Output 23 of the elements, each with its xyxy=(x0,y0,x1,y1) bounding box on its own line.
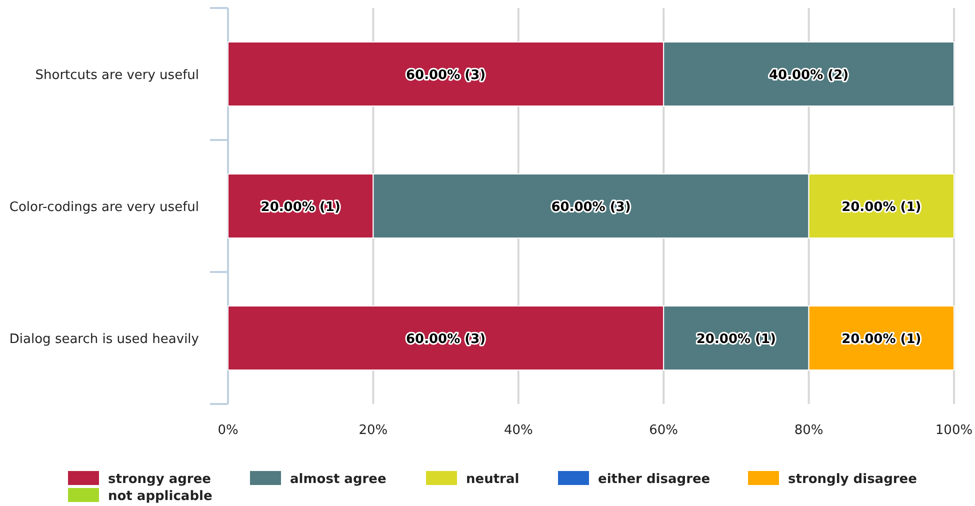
legend-label: not applicable xyxy=(108,489,212,504)
x-tick-label: 100% xyxy=(935,423,973,438)
data-label: 20.00% (1) xyxy=(260,200,340,215)
x-tick-label: 0% xyxy=(218,423,238,438)
x-tick-label: 80% xyxy=(794,423,824,438)
x-tick-label: 40% xyxy=(504,423,533,438)
legend-label: either disagree xyxy=(598,472,710,487)
data-label: 20.00% (1) xyxy=(842,332,922,347)
x-tick-label: 60% xyxy=(649,423,678,438)
data-label: 40.00% (2) xyxy=(768,68,849,83)
y-tick-label: Color-codings are very useful xyxy=(9,200,199,215)
data-label: 60.00% (3) xyxy=(551,200,631,215)
legend-label: neutral xyxy=(466,472,520,487)
data-label: 60.00% (3) xyxy=(406,332,486,347)
data-label: 20.00% (1) xyxy=(842,200,922,215)
legend-label: strongy agree xyxy=(108,472,212,487)
legend-label: strongly disagree xyxy=(788,472,918,487)
y-tick-label: Shortcuts are very useful xyxy=(35,68,199,83)
legend-label: almost agree xyxy=(290,472,386,487)
data-label: 20.00% (1) xyxy=(696,332,776,347)
x-tick-label: 20% xyxy=(358,423,388,438)
data-label: 60.00% (3) xyxy=(406,68,486,83)
y-tick-label: Dialog search is used heavily xyxy=(9,332,200,347)
